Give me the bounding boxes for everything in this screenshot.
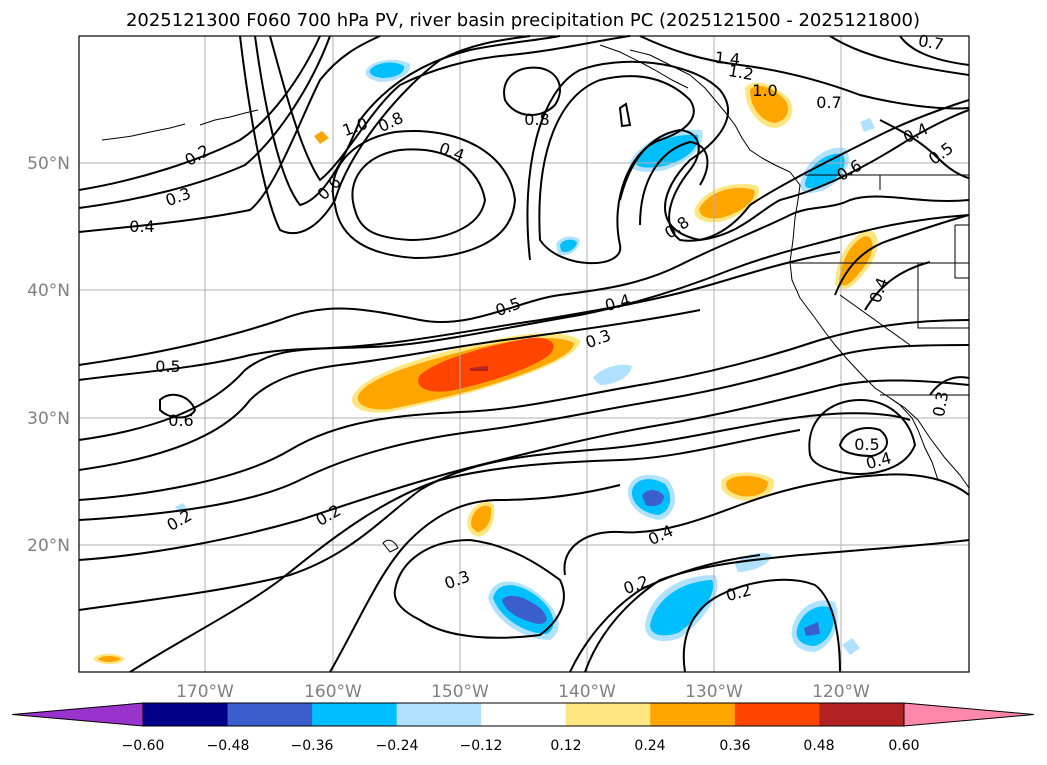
map-panel: 0.2 0.3 0.4 1.0 0.8 0.6 0.4 0.8 1.4 1.2 … <box>78 31 970 673</box>
negative-anomaly <box>369 62 405 78</box>
colorbar-segment <box>312 703 398 726</box>
negative-anomaly <box>804 153 845 189</box>
contour-label: 0.7 <box>917 31 945 54</box>
coastlines <box>101 44 970 553</box>
positive-anomaly <box>471 505 492 532</box>
negative-anomaly <box>860 118 875 132</box>
lon-label: 120°W <box>812 682 870 702</box>
negative-anomaly <box>804 622 820 636</box>
lon-label: 140°W <box>558 682 616 702</box>
lat-label: 20°N <box>27 536 70 556</box>
colorbar-tick: 0.48 <box>803 738 834 754</box>
contour-label: 1.0 <box>752 81 777 100</box>
colorbar-segment <box>650 703 736 726</box>
colorbar-segment <box>143 703 229 726</box>
contour-label: 0.3 <box>929 390 952 418</box>
colorbar-tick: −0.36 <box>291 738 334 754</box>
positive-anomaly <box>726 475 768 497</box>
colorbar-tick: −0.12 <box>460 738 503 754</box>
contour-label: 1.2 <box>727 61 755 84</box>
contour-label: 0.8 <box>524 110 549 129</box>
positive-anomaly <box>699 187 755 219</box>
colorbar-tick: 0.24 <box>634 738 665 754</box>
pv-contours <box>78 35 970 673</box>
negative-anomaly <box>842 638 860 655</box>
negative-anomaly <box>593 364 632 385</box>
colorbar-ticks: −0.60 −0.48 −0.36 −0.24 −0.12 0.12 0.24 … <box>122 738 920 754</box>
lon-label: 130°W <box>685 682 743 702</box>
colorbar-extend-low <box>11 702 144 727</box>
colorbar-extend-high <box>903 702 1035 727</box>
latitude-labels: 50°N 40°N 30°N 20°N <box>27 154 70 556</box>
colorbar-frame <box>142 702 905 727</box>
negative-anomaly <box>502 595 547 624</box>
colorbar-segment <box>396 703 482 726</box>
lat-label: 30°N <box>27 409 70 429</box>
colorbar-segment <box>565 703 651 726</box>
contour-label: 0.5 <box>854 435 879 454</box>
colorbar-tick: −0.24 <box>376 738 419 754</box>
colorbar-tick: 0.36 <box>719 738 750 754</box>
contour-label: 0.5 <box>155 357 180 376</box>
colorbar-tick: 0.12 <box>550 738 581 754</box>
negative-anomaly <box>560 239 577 252</box>
colorbar-tick: −0.48 <box>207 738 250 754</box>
contour-label: 0.7 <box>816 93 841 112</box>
lat-label: 40°N <box>27 281 70 301</box>
positive-anomaly <box>418 337 554 392</box>
lon-label: 150°W <box>431 682 489 702</box>
lon-label: 160°W <box>304 682 362 702</box>
colorbar-segment <box>481 703 567 726</box>
lon-label: 170°W <box>176 682 234 702</box>
negative-anomaly <box>650 580 714 636</box>
longitude-labels: 170°W 160°W 150°W 140°W 130°W 120°W <box>176 682 870 702</box>
contour-label: 1.4 <box>714 48 741 69</box>
positive-anomaly <box>98 656 121 662</box>
map-frame <box>78 35 970 673</box>
colorbar-segment <box>734 703 820 726</box>
colorbar-segment <box>227 703 313 726</box>
positive-anomaly <box>470 366 488 371</box>
map-title: 2025121300 F060 700 hPa PV, river basin … <box>126 10 920 31</box>
negative-anomaly <box>642 490 664 507</box>
lat-label: 50°N <box>27 154 70 174</box>
colorbar: −0.60 −0.48 −0.36 −0.24 −0.12 0.12 0.24 … <box>11 702 1035 754</box>
positive-anomaly <box>750 85 789 123</box>
colorbar-tick: 0.60 <box>888 738 919 754</box>
colorbar-segment <box>819 703 905 726</box>
contour-label: 0.6 <box>168 411 193 430</box>
negative-anomaly <box>635 134 699 168</box>
positive-anomaly <box>314 131 329 144</box>
contour-label: 0.4 <box>129 217 154 236</box>
colorbar-tick: −0.60 <box>122 738 165 754</box>
